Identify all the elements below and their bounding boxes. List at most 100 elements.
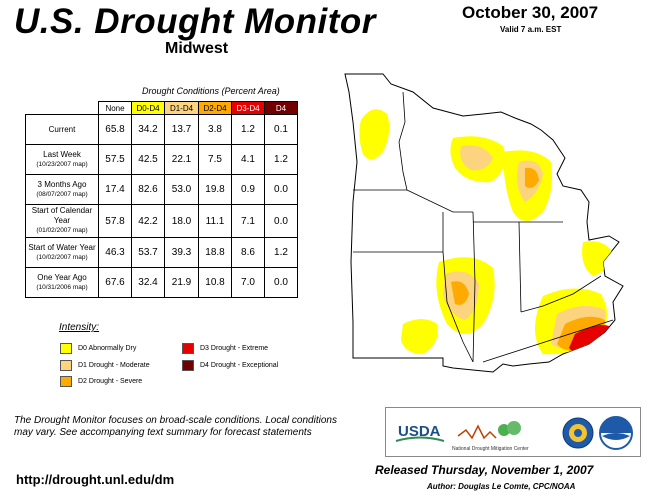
table-row: Start of Calendar Year (01/02/2007 map) 5… (25, 204, 298, 238)
map-title: U.S. Drought Monitor (14, 2, 376, 41)
table-cell: 53.7 (131, 237, 165, 268)
legend-swatch (60, 376, 72, 387)
ndmc-logo: National Drought Mitigation Center (452, 421, 529, 452)
midwest-drought-map (344, 73, 624, 373)
drought-areas (359, 109, 613, 355)
usda-logo: USDA (398, 423, 441, 440)
table-cell: 18.0 (164, 204, 199, 238)
logos-graphic: USDA National Drought Mitigation Center (395, 416, 633, 452)
release-date: Released Thursday, November 1, 2007 (375, 463, 594, 477)
legend-title: Intensity: (59, 322, 100, 333)
table-cell: 3.8 (198, 114, 232, 145)
row-label: One Year Ago (10/31/2006 map) (25, 267, 99, 298)
drought-area-d2 (451, 281, 469, 305)
table-cell: 7.5 (198, 144, 232, 175)
valid-time: Valid 7 a.m. EST (500, 25, 562, 34)
table-cell: 19.8 (198, 174, 232, 205)
row-label: Last Week (10/23/2007 map) (25, 144, 99, 175)
table-row: 3 Months Ago (08/07/2007 map) 17.4 82.6 5… (25, 174, 298, 205)
table-cell: 1.2 (264, 237, 298, 268)
row-label: Start of Calendar Year (01/02/2007 map) (25, 204, 99, 238)
table-cell: 46.3 (98, 237, 132, 268)
border-in-oh (518, 221, 522, 313)
table-row: Last Week (10/23/2007 map) 57.5 42.5 22.1… (25, 144, 298, 175)
column-header: D4 (264, 101, 298, 115)
table-cell: 57.8 (98, 204, 132, 238)
legend-swatch (60, 343, 72, 354)
legend-swatch (182, 360, 194, 371)
drought-conditions-table: None D0-D4 D1-D4 D2-D4 D3-D4 D4 Current … (25, 101, 298, 298)
website-link[interactable]: http://drought.unl.edu/dm (16, 472, 175, 487)
table-row: Start of Water Year (10/02/2007 map) 46.3… (25, 237, 298, 268)
table-row: One Year Ago (10/31/2006 map) 67.6 32.4 2… (25, 267, 298, 298)
table-cell: 53.0 (164, 174, 199, 205)
border-mn-wi (398, 91, 408, 191)
border-il-in (472, 211, 476, 363)
ndmc-logo-text: National Drought Mitigation Center (452, 446, 529, 452)
table-cell: 8.6 (231, 237, 265, 268)
table-cell: 0.9 (231, 174, 265, 205)
table-cell: 32.4 (131, 267, 165, 298)
table-cell: 0.1 (264, 114, 298, 145)
drought-area-d0 (401, 319, 438, 354)
drought-area-d1 (460, 145, 493, 171)
row-label: Current (25, 114, 99, 145)
legend-item-d0: D0 Abnormally Dry (60, 343, 136, 354)
border-mo-il (442, 251, 474, 363)
drought-area-d3 (569, 325, 609, 354)
noaa-logo-icon (599, 416, 633, 450)
legend-item-d2: D2 Drought - Severe (60, 376, 142, 387)
table-caption: Drought Conditions (Percent Area) (142, 86, 280, 96)
table-cell: 17.4 (98, 174, 132, 205)
agency-logos-panel: USDA National Drought Mitigation Center (385, 407, 641, 457)
table-cell: 0.0 (264, 204, 298, 238)
table-row: Current 65.8 34.2 13.7 3.8 1.2 0.1 (25, 114, 298, 145)
region-subtitle: Midwest (165, 40, 229, 57)
author-credit: Author: Douglas Le Comte, CPC/NOAA (427, 482, 576, 491)
border-ky-south (482, 319, 614, 363)
border-wi-il (406, 189, 473, 213)
table-cell: 11.1 (198, 204, 232, 238)
table-cell: 42.2 (131, 204, 165, 238)
table-cell: 21.9 (164, 267, 199, 298)
table-cell: 1.2 (231, 114, 265, 145)
table-cell: 34.2 (131, 114, 165, 145)
table-cell: 82.6 (131, 174, 165, 205)
column-header: D2-D4 (198, 101, 232, 115)
table-cell: 4.1 (231, 144, 265, 175)
column-header: None (98, 101, 132, 115)
legend-item-d3: D3 Drought - Extreme (182, 343, 268, 354)
legend-item-d1: D1 Drought - Moderate (60, 360, 150, 371)
table-cell: 7.0 (231, 267, 265, 298)
legend-item-d4: D4 Drought - Exceptional (182, 360, 278, 371)
table-cell: 57.5 (98, 144, 132, 175)
drought-area-d2 (525, 167, 539, 188)
map-date: October 30, 2007 (462, 3, 599, 22)
table-header-row: None D0-D4 D1-D4 D2-D4 D3-D4 D4 (26, 101, 298, 115)
drought-area-d0 (359, 109, 390, 160)
border-oh-ky (520, 275, 602, 313)
table-cell: 0.0 (264, 267, 298, 298)
table-cell: 10.8 (198, 267, 232, 298)
row-label: Start of Water Year (10/02/2007 map) (25, 237, 99, 268)
table-cell: 65.8 (98, 114, 132, 145)
table-cell: 67.6 (98, 267, 132, 298)
row-label: 3 Months Ago (08/07/2007 map) (25, 174, 99, 205)
table-cell: 7.1 (231, 204, 265, 238)
table-cell: 13.7 (164, 114, 199, 145)
column-header: D3-D4 (231, 101, 265, 115)
legend-swatch (182, 343, 194, 354)
table-cell: 0.0 (264, 174, 298, 205)
usda-logo-swoosh (395, 436, 445, 442)
table-cell: 1.2 (264, 144, 298, 175)
column-header: D1-D4 (164, 101, 199, 115)
state-borders (353, 91, 614, 363)
table-cell: 42.5 (131, 144, 165, 175)
disclaimer-note: The Drought Monitor focuses on broad-sca… (14, 415, 337, 438)
column-header: D0-D4 (131, 101, 165, 115)
table-cell: 39.3 (164, 237, 199, 268)
table-cell: 18.8 (198, 237, 232, 268)
legend-swatch (60, 360, 72, 371)
doc-seal-icon (562, 417, 594, 449)
table-cell: 22.1 (164, 144, 199, 175)
